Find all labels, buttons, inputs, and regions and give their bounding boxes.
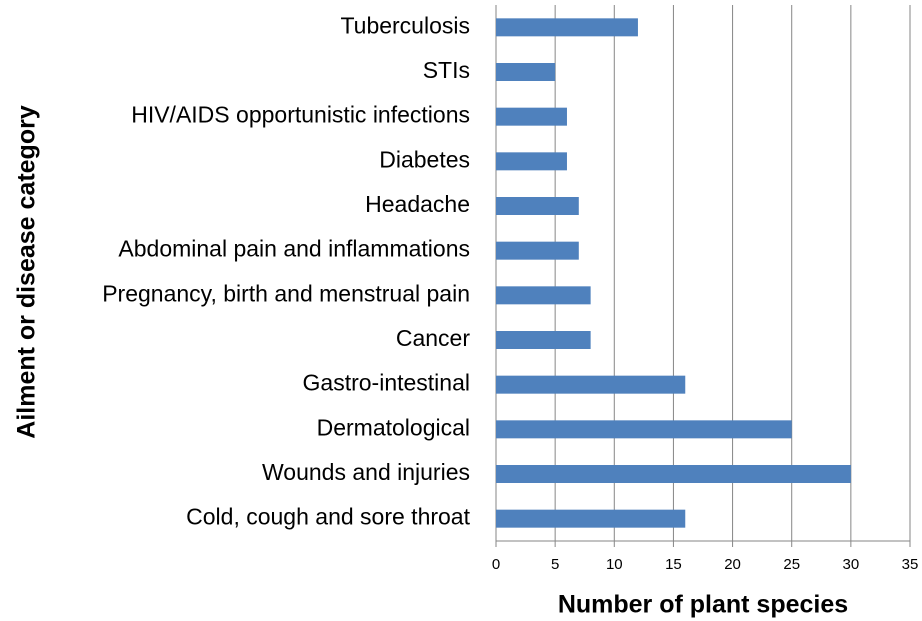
x-tick-label: 5 <box>551 556 559 573</box>
y-tick-label: Cold, cough and sore throat <box>186 504 470 530</box>
bar <box>496 18 638 37</box>
y-tick-label: Tuberculosis <box>340 12 470 38</box>
y-tick-label: STIs <box>423 57 470 83</box>
x-tick-label: 0 <box>492 556 500 573</box>
x-tick-label: 35 <box>902 556 919 573</box>
bar <box>496 331 591 349</box>
bar <box>496 107 567 126</box>
bar <box>496 241 579 260</box>
x-axis-title: Number of plant species <box>558 591 848 619</box>
bar <box>496 152 567 171</box>
x-tick-label: 30 <box>843 556 860 573</box>
bar <box>496 286 591 305</box>
y-tick-label: Diabetes <box>379 146 470 172</box>
y-tick-label: Abdominal pain and inflammations <box>118 236 470 262</box>
x-tick-label: 20 <box>724 556 741 573</box>
x-tick-label: 10 <box>606 556 623 573</box>
bar <box>496 63 556 81</box>
bar <box>496 197 579 215</box>
y-tick-label: Pregnancy, birth and menstrual pain <box>102 280 470 306</box>
y-tick-label: Headache <box>365 191 470 217</box>
bar <box>496 465 851 483</box>
bar <box>496 509 686 528</box>
y-tick-label: Dermatological <box>317 414 470 440</box>
x-tick-label: 15 <box>665 556 682 573</box>
x-tick-label: 25 <box>783 556 800 573</box>
y-axis-title: Ailment or disease category <box>13 105 41 439</box>
y-tick-label: Cancer <box>396 325 470 351</box>
y-tick-label: HIV/AIDS opportunistic infections <box>131 102 470 128</box>
y-tick-label: Wounds and injuries <box>262 459 470 485</box>
bar <box>496 375 686 394</box>
bar <box>496 420 792 439</box>
y-tick-label: Gastro-intestinal <box>303 370 470 396</box>
